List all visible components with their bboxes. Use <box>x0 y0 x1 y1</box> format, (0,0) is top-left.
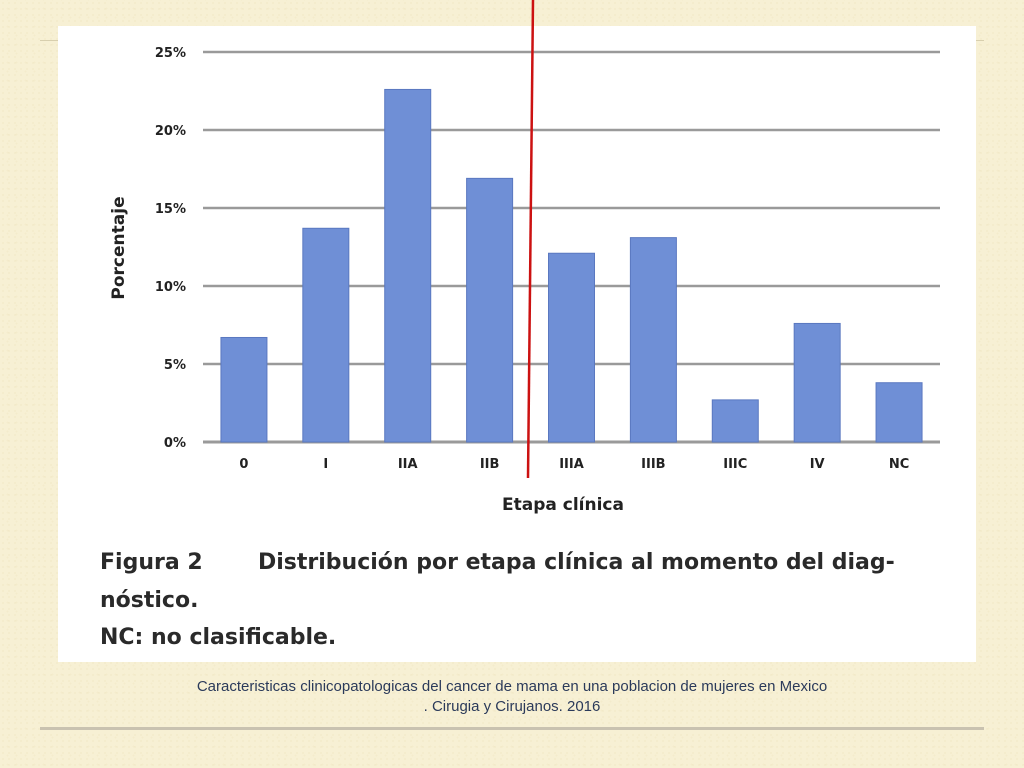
slide-caption: Caracteristicas clinicopatologicas del c… <box>40 677 984 717</box>
y-tick-label: 20% <box>155 124 186 139</box>
figure-caption-line1: Distribución por etapa clínica al moment… <box>258 550 895 575</box>
bar-IIIA <box>548 252 595 443</box>
bar-IIA <box>384 88 432 443</box>
x-tick-labels: 0 I IIA IIB IIIA IIIB IIIC IV NC <box>239 457 909 472</box>
x-tick-label-IV: IV <box>810 457 825 472</box>
x-tick-label-IIIC: IIIC <box>723 457 747 472</box>
bar-I <box>302 227 350 443</box>
x-tick-label-IIA: IIA <box>398 457 418 472</box>
y-axis-title: Porcentaje <box>109 196 129 299</box>
figure-caption-line2: nóstico. <box>100 588 198 613</box>
y-tick-label: 5% <box>164 358 186 373</box>
y-tick-labels: 0% 5% 10% 15% 20% 25% <box>155 46 186 451</box>
y-tick-label: 0% <box>164 436 186 451</box>
figure-panel: 0% 5% 10% 15% 20% 25% 0 I IIA IIB IIIA IIIB IIIC IV N… <box>58 26 976 662</box>
bar-IIIC <box>711 399 759 443</box>
x-tick-label-NC: NC <box>889 457 909 472</box>
bars <box>220 88 923 443</box>
x-tick-label-I: I <box>323 457 328 472</box>
figure-label: Figura 2 <box>100 550 203 575</box>
figure-note-nc: NC: no clasificable. <box>100 625 336 650</box>
x-axis-title: Etapa clínica <box>502 495 624 515</box>
x-tick-label-0: 0 <box>239 457 248 472</box>
bottom-divider <box>40 727 984 730</box>
bar-IIB <box>466 177 514 443</box>
caption-line2: . Cirugia y Cirujanos. 2016 <box>423 698 601 715</box>
y-tick-label: 15% <box>155 202 186 217</box>
x-tick-label-IIIA: IIIA <box>559 457 584 472</box>
x-tick-label-IIB: IIB <box>480 457 500 472</box>
y-tick-label: 10% <box>155 280 186 295</box>
bar-NC <box>875 382 923 443</box>
x-tick-label-IIIB: IIIB <box>641 457 665 472</box>
bar-chart: 0%5%10%15%20%25% 0 I IIA IIB IIIA IIIB IIIC IV N… <box>100 46 940 650</box>
y-tick-label: 25% <box>155 46 186 61</box>
bar-IV <box>793 322 841 443</box>
bar-IIIB <box>629 237 677 443</box>
bar-0 <box>220 336 268 443</box>
caption-line1: Caracteristicas clinicopatologicas del c… <box>196 678 828 695</box>
